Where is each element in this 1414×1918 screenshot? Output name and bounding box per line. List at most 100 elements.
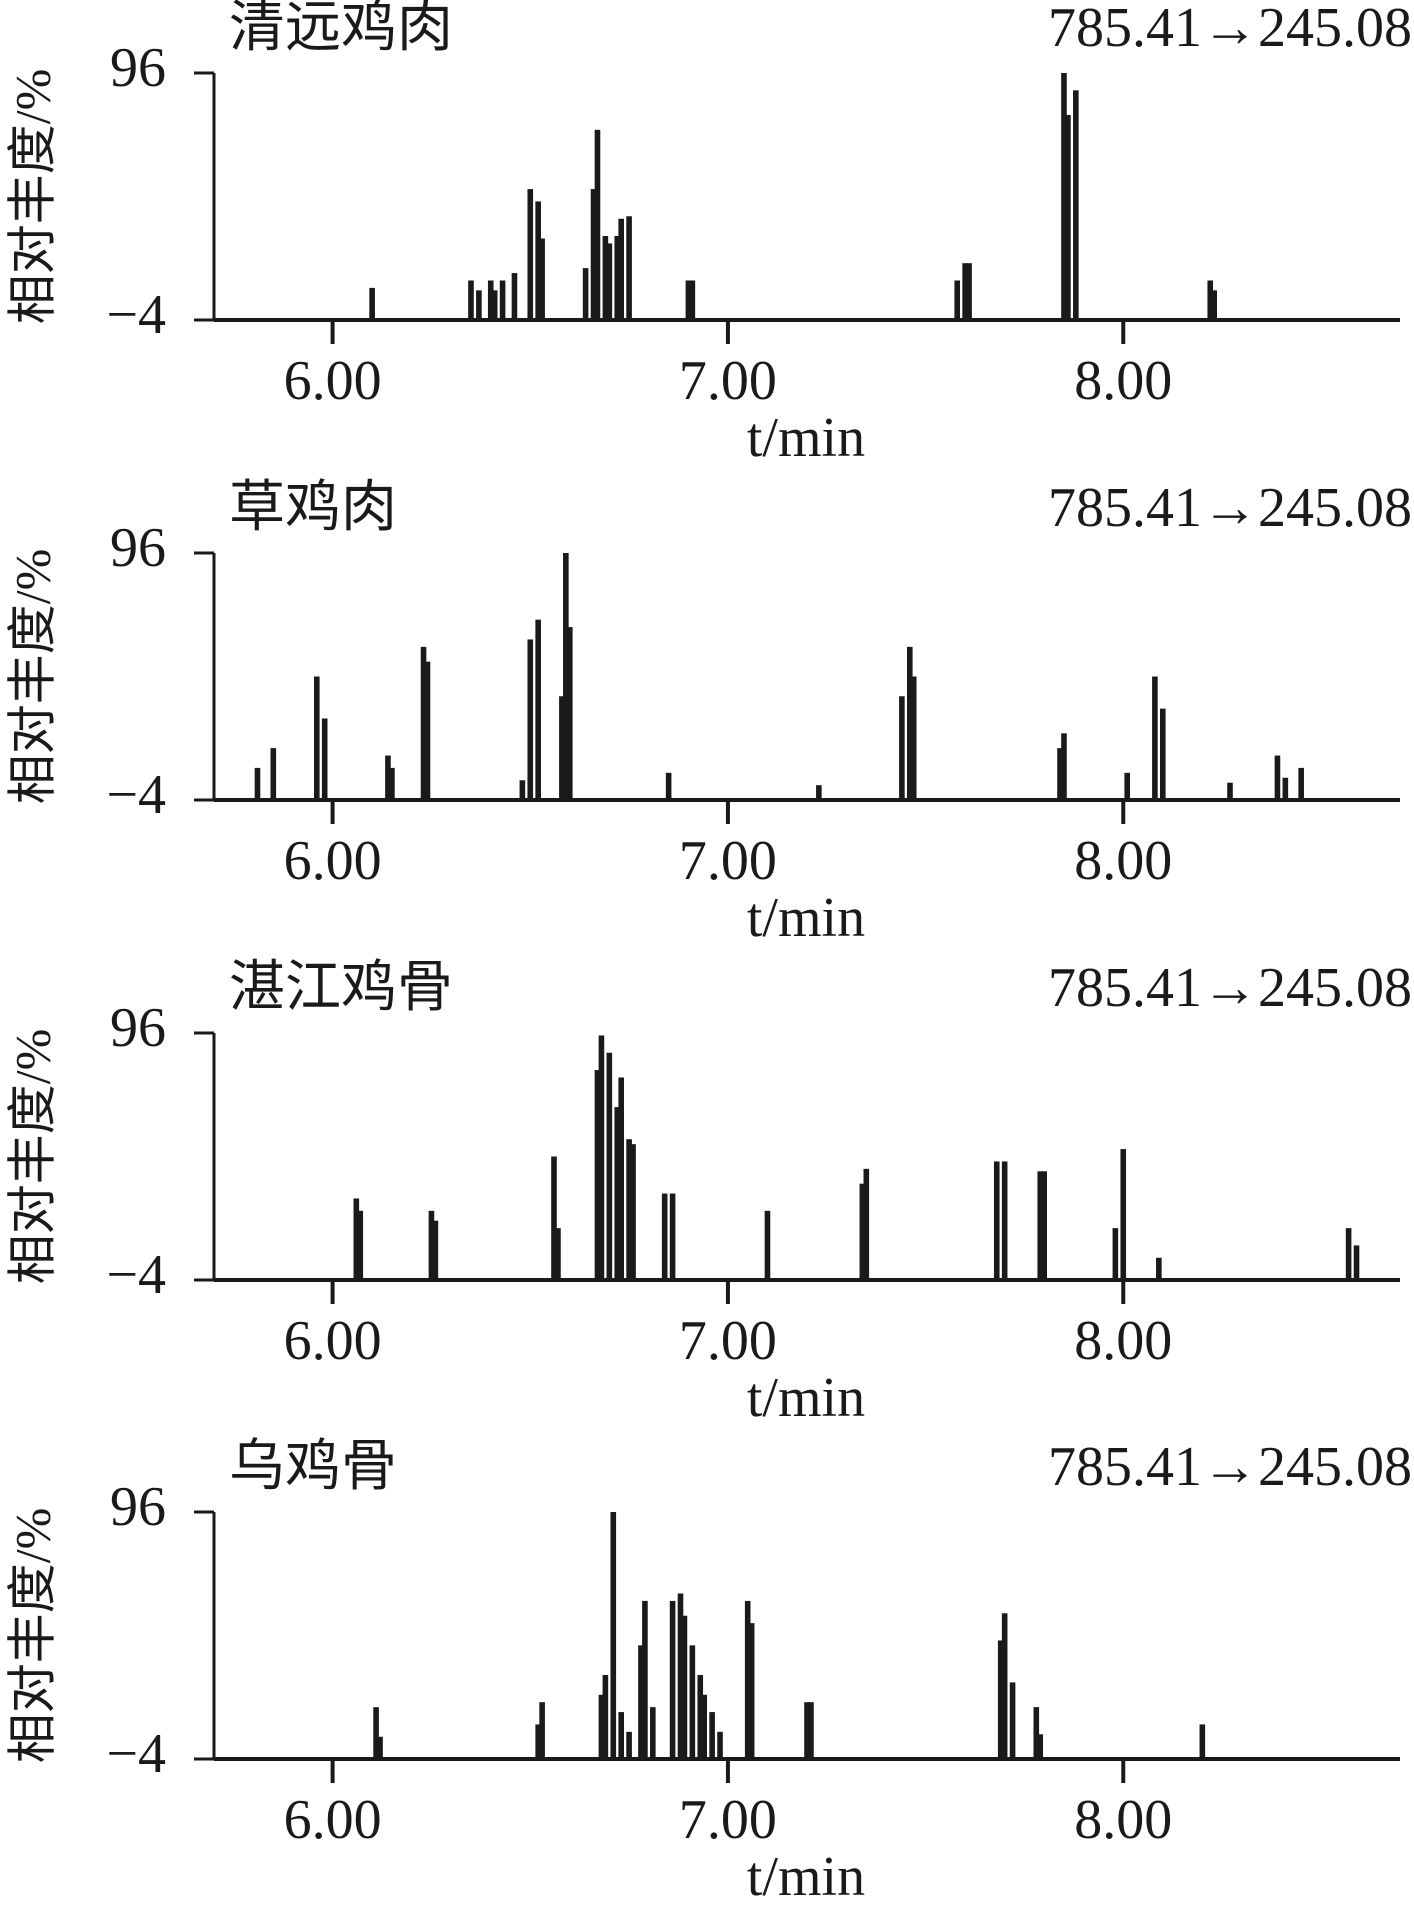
x-tick-label: 7.00 — [679, 1789, 777, 1851]
peak — [582, 268, 589, 320]
peak — [859, 1183, 866, 1280]
x-tick-label: 8.00 — [1074, 1789, 1172, 1851]
peak — [535, 619, 541, 800]
peak — [626, 1139, 632, 1280]
panel-title: 湛江鸡骨 — [229, 957, 453, 1019]
y-tick-label: −4 — [106, 1244, 166, 1306]
peak — [618, 1077, 624, 1280]
peak — [377, 1736, 383, 1759]
peak — [626, 1731, 632, 1759]
peak — [559, 696, 565, 800]
peak — [1298, 767, 1304, 800]
peak — [1211, 290, 1217, 320]
peak — [1033, 1707, 1040, 1759]
y-tick-label: −4 — [106, 1723, 166, 1785]
x-tick-label: 7.00 — [679, 350, 777, 412]
peak — [665, 772, 672, 800]
peak — [1009, 1682, 1016, 1759]
peak — [804, 1702, 810, 1759]
peak — [373, 1707, 379, 1759]
peak — [598, 1035, 605, 1280]
peak — [816, 785, 822, 800]
y-tick-label: −4 — [106, 284, 166, 346]
peak — [527, 189, 534, 320]
peak — [954, 280, 961, 320]
transition-label: 785.41→245.08 — [1048, 0, 1412, 59]
peak — [567, 627, 573, 800]
peak — [764, 1210, 771, 1280]
peak — [650, 1707, 656, 1759]
peak — [487, 280, 494, 320]
peak — [535, 1724, 541, 1759]
peak — [389, 767, 395, 800]
peak — [1073, 90, 1079, 320]
peak — [1152, 676, 1158, 800]
peak — [491, 290, 498, 320]
x-tick-label: 8.00 — [1074, 1310, 1172, 1372]
peak — [594, 129, 601, 320]
peak — [1274, 755, 1281, 800]
peak — [424, 661, 431, 800]
y-axis-label: 相对丰度/% — [4, 69, 60, 325]
peak — [321, 718, 328, 800]
peak — [539, 238, 545, 320]
peak — [594, 1070, 601, 1280]
peak — [357, 1210, 364, 1280]
peak — [1037, 1734, 1044, 1759]
y-axis-label: 相对丰度/% — [4, 1029, 60, 1285]
peak — [602, 1675, 609, 1759]
peak — [1061, 73, 1067, 320]
peak — [669, 1193, 676, 1280]
peak — [1041, 1171, 1047, 1280]
peak — [527, 639, 534, 800]
peak — [468, 280, 474, 320]
peak — [1001, 1613, 1008, 1759]
peak — [906, 646, 913, 800]
peak — [661, 1193, 668, 1280]
peak — [353, 1198, 360, 1280]
peak — [1061, 733, 1067, 800]
peak — [618, 1712, 624, 1759]
peak — [563, 553, 569, 800]
peak — [1156, 1257, 1162, 1280]
peak — [638, 1645, 644, 1759]
peak — [476, 290, 482, 320]
transition-label: 785.41→245.08 — [1048, 477, 1412, 539]
peak — [709, 1712, 715, 1759]
x-axis-label: t/min — [747, 407, 865, 469]
peak — [910, 676, 917, 800]
peak — [555, 1228, 561, 1280]
x-tick-label: 7.00 — [679, 830, 777, 892]
peak — [626, 216, 632, 320]
transition-label: 785.41→245.08 — [1048, 957, 1412, 1019]
peak — [717, 1731, 723, 1759]
panel-title: 草鸡肉 — [229, 477, 397, 539]
peak — [689, 280, 696, 320]
peak — [1353, 1245, 1360, 1280]
peak — [499, 280, 506, 320]
transition-label: 785.41→245.08 — [1048, 1436, 1412, 1498]
peak — [701, 1694, 708, 1759]
x-tick-label: 6.00 — [284, 1789, 382, 1851]
peak — [385, 755, 391, 800]
peak — [1124, 772, 1131, 800]
peak — [997, 1640, 1004, 1759]
peak — [602, 236, 609, 320]
peak — [551, 1156, 557, 1280]
y-tick-label: 96 — [110, 1476, 166, 1538]
peak — [1207, 280, 1214, 320]
peak — [614, 1107, 621, 1280]
panel-title: 乌鸡骨 — [229, 1436, 397, 1498]
peak — [511, 273, 518, 320]
peak — [1227, 782, 1233, 800]
peak — [697, 1675, 704, 1759]
peak — [369, 287, 375, 320]
peak — [1001, 1161, 1008, 1280]
x-axis-label: t/min — [747, 1846, 865, 1908]
peak — [590, 189, 597, 320]
peak — [598, 1694, 605, 1759]
peak — [681, 1615, 688, 1759]
peak — [744, 1600, 751, 1759]
peak — [1120, 1149, 1127, 1280]
